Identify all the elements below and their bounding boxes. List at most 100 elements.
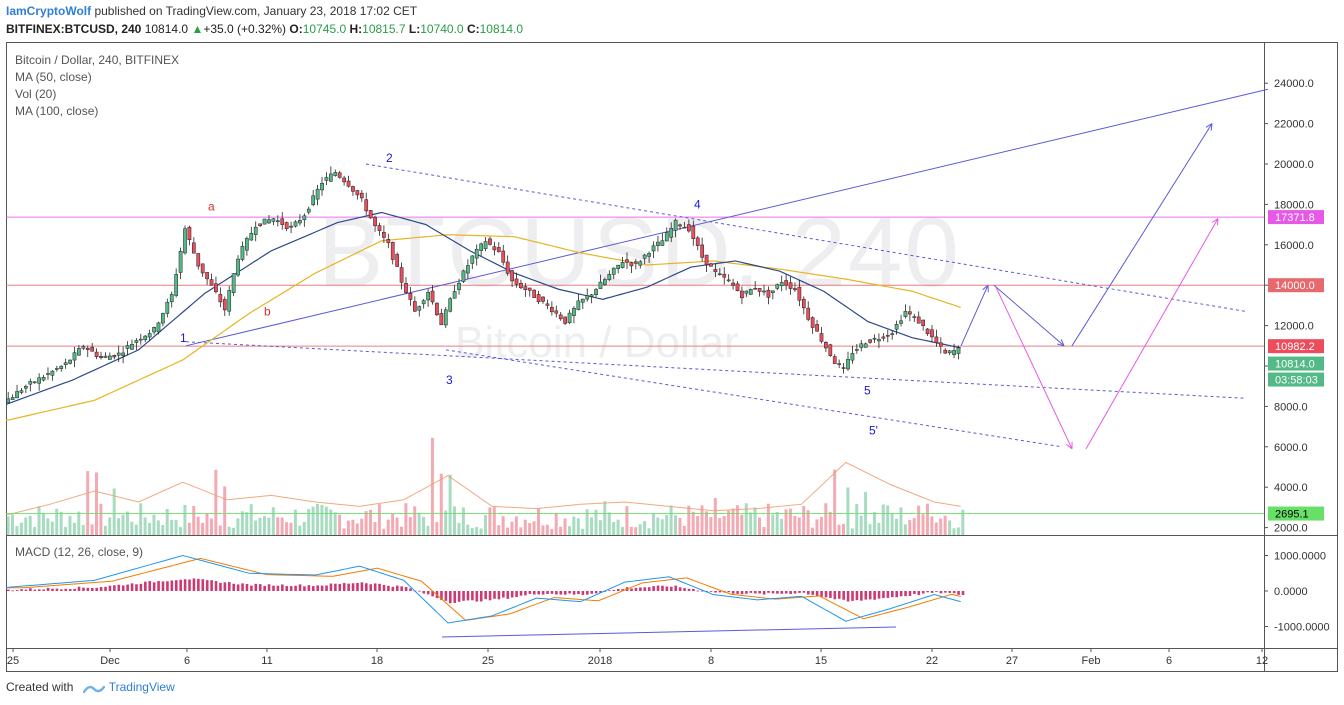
macd-histogram-bar xyxy=(935,591,938,592)
macd-histogram-bar xyxy=(846,591,850,602)
forecast-up-arrow xyxy=(960,284,989,347)
volume-bar xyxy=(899,507,903,535)
macd-histogram-bar xyxy=(882,591,885,599)
volume-bar xyxy=(669,505,673,535)
wave-labels: a b 1 2 3 4 5 5' xyxy=(180,151,878,438)
volume-bar xyxy=(333,512,337,535)
candle-body xyxy=(651,245,656,252)
macd-histogram-bar xyxy=(798,591,801,593)
macd-histogram-bar xyxy=(86,587,90,591)
price-label-text: 03:58:03 xyxy=(1275,375,1318,387)
candle-body xyxy=(457,282,461,290)
macd-histogram-bar xyxy=(77,586,81,591)
tradingview-link[interactable]: TradingView xyxy=(108,680,175,694)
macd-histogram-bar xyxy=(926,591,929,593)
macd-histogram-bar xyxy=(444,591,448,601)
candle-body xyxy=(682,226,687,229)
candle-body xyxy=(793,288,797,291)
volume-bar xyxy=(6,516,10,535)
macd-histogram-bar xyxy=(736,591,739,594)
macd-histogram-bar xyxy=(276,585,280,591)
macd-histogram-bar xyxy=(466,591,470,601)
alt-drop-arrow xyxy=(995,287,1073,450)
candle-body xyxy=(956,347,961,354)
tradingview-logo-icon[interactable] xyxy=(82,683,105,694)
wave-label-3: 3 xyxy=(446,373,453,387)
author-link[interactable]: IamCryptoWolf xyxy=(6,4,92,18)
candle-body xyxy=(912,316,917,318)
macd-histogram-bar xyxy=(117,584,121,591)
candle-body xyxy=(766,289,771,298)
chart-frame xyxy=(6,42,1338,672)
volume-bar xyxy=(634,527,638,535)
up-arrow-icon: ▲ xyxy=(191,22,204,36)
volume-bar xyxy=(187,522,191,535)
macd-histogram-bar xyxy=(46,587,50,591)
candle-body xyxy=(103,355,108,358)
legend-ma100[interactable]: MA (100, close) xyxy=(15,104,99,118)
volume-bar xyxy=(218,525,222,535)
published-text: published on TradingView.com, January 23… xyxy=(91,4,418,18)
volume-bar xyxy=(687,505,691,535)
macd-histogram-bar xyxy=(860,591,863,601)
ohlc-line: BITFINEX:BTCUSD, 240 10814.0 ▲+35.0 (+0.… xyxy=(6,22,523,36)
macd-histogram-bar xyxy=(108,585,112,591)
candle-body xyxy=(32,381,37,384)
volume-bar xyxy=(590,517,594,535)
price-axis[interactable]: 24000.0 22000.0 20000.0 18000.0 16000.0 14000… xyxy=(1264,78,1314,535)
volume-bar xyxy=(174,519,178,535)
macd-histogram-bar xyxy=(745,591,748,594)
macd-histogram-bar xyxy=(608,590,611,592)
legend-ma50[interactable]: MA (50, close) xyxy=(15,70,92,84)
candle-body xyxy=(37,377,41,384)
candle-body xyxy=(567,312,572,324)
macd-histogram-bar xyxy=(395,585,399,591)
candle-body xyxy=(775,284,780,289)
candle-body xyxy=(638,261,643,266)
legend-vol[interactable]: Vol (20) xyxy=(15,87,57,101)
volume-bar xyxy=(956,527,960,535)
candle-body xyxy=(320,183,324,191)
volume-bar xyxy=(46,518,50,535)
volume-bar xyxy=(430,437,434,535)
time-axis[interactable]: 25 Dec 6 11 18 25 2018 8 15 22 27 Feb 6 12 xyxy=(7,648,1268,667)
macd-histogram-bar xyxy=(201,579,205,591)
volume-bar xyxy=(103,525,107,535)
candle-body xyxy=(545,303,550,306)
candle-body xyxy=(373,216,377,227)
volume-bar xyxy=(709,517,713,535)
macd-histogram-bar xyxy=(303,586,306,591)
candle-body xyxy=(947,350,952,354)
candle-body xyxy=(121,352,125,356)
volume-bar xyxy=(258,517,262,535)
volume-bar xyxy=(156,520,160,535)
volume-bar xyxy=(453,506,457,535)
candle-body xyxy=(691,225,696,240)
volume-bar xyxy=(422,516,426,535)
volume-bar xyxy=(784,509,788,535)
candle-body xyxy=(779,282,784,287)
y-tick-label: 12000.0 xyxy=(1274,321,1314,333)
candles xyxy=(6,166,961,404)
volume-bar xyxy=(797,517,801,535)
candle-body xyxy=(315,188,320,200)
candle-body xyxy=(700,244,704,258)
macd-axis[interactable]: 1000.0000 0.0000 -1000.0000 xyxy=(1264,551,1330,634)
macd-histogram-bar xyxy=(334,583,337,591)
macd-histogram-bar xyxy=(347,583,350,591)
volume-bar xyxy=(209,518,213,535)
volume-bar xyxy=(620,526,624,535)
volume-bar xyxy=(399,526,403,535)
legend-macd[interactable]: MACD (12, 26, close, 9) xyxy=(15,545,144,559)
macd-divergence-line xyxy=(441,626,897,638)
created-with: Created with xyxy=(6,680,74,694)
candle-body xyxy=(306,208,311,213)
volume-bar xyxy=(585,509,589,535)
alt-drop-arrow-head xyxy=(1066,441,1073,450)
candle-body xyxy=(514,278,519,285)
volume-bar xyxy=(656,517,660,535)
volume-bar xyxy=(850,528,854,535)
volume-bar xyxy=(572,516,576,535)
macd-histogram-bar xyxy=(842,591,845,600)
